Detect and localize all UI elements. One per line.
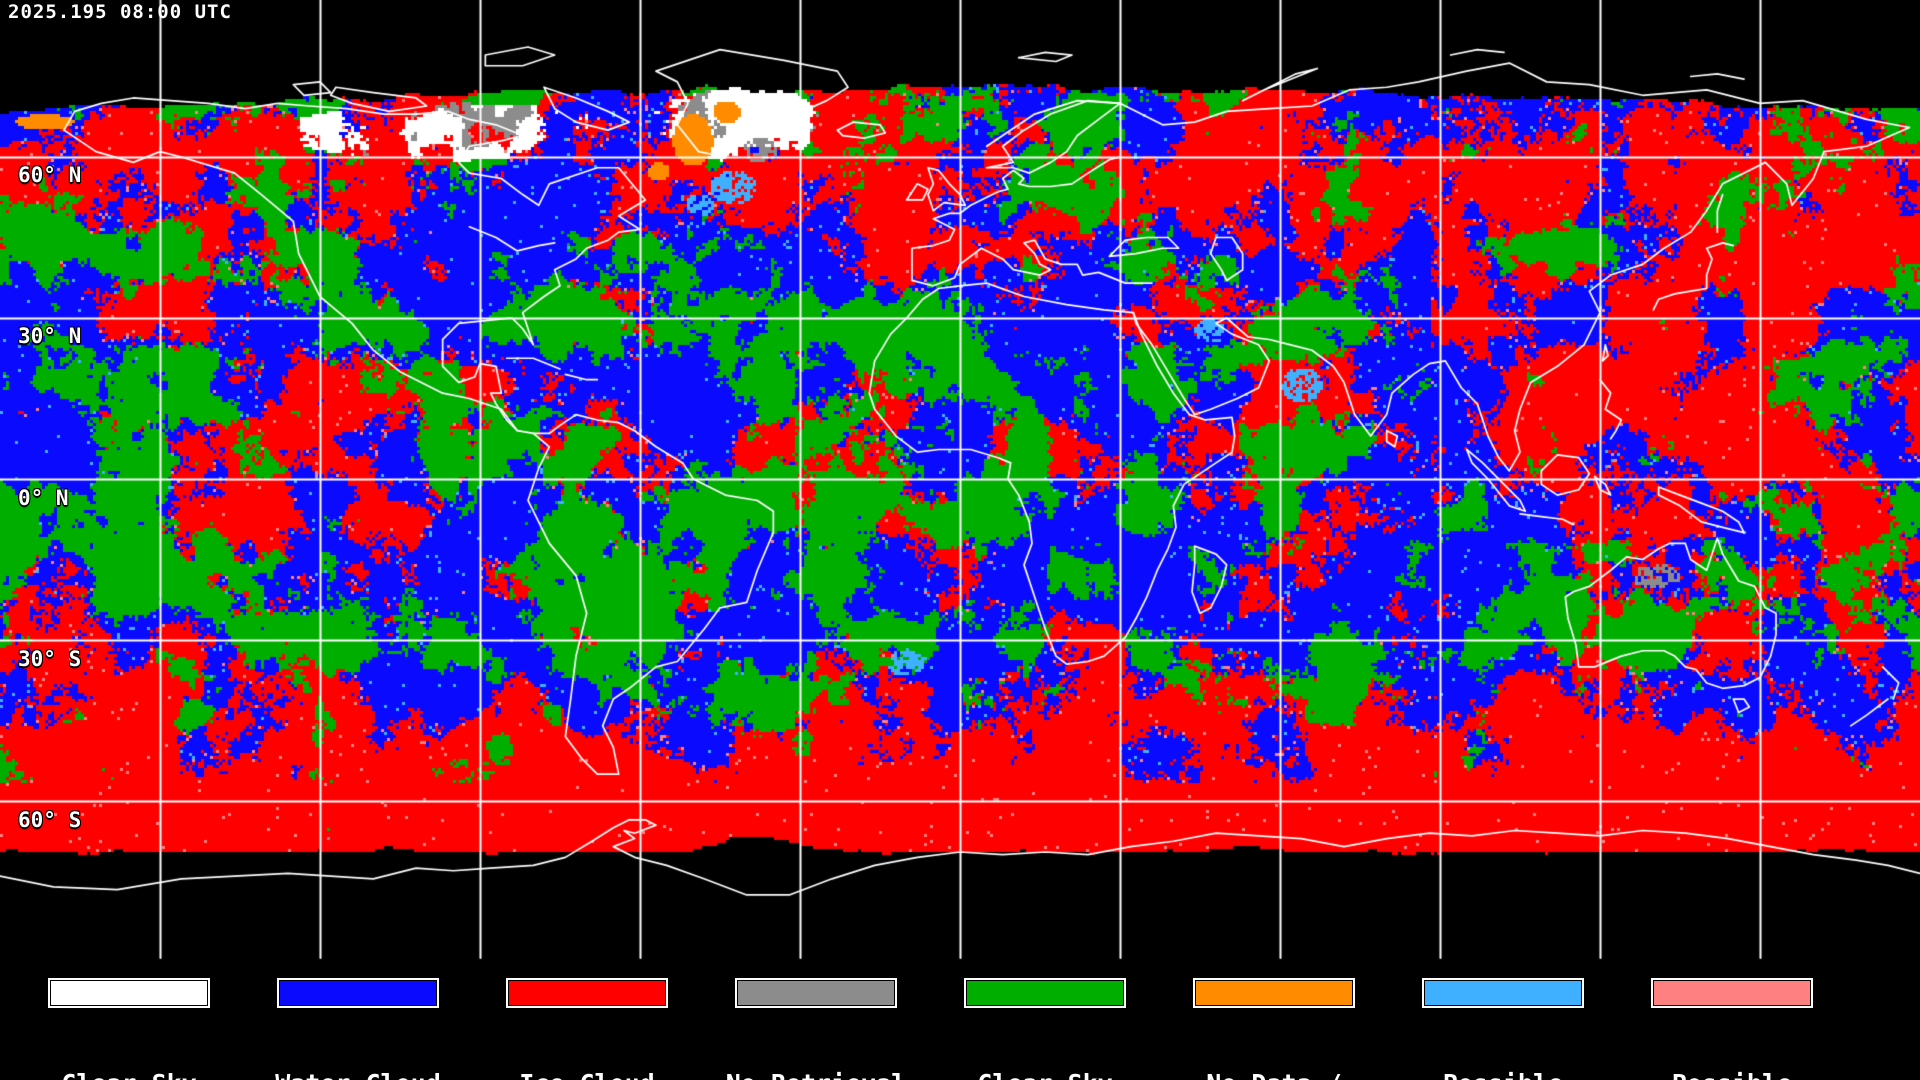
legend-label-no-retrieval: No Retrieval xyxy=(701,1014,931,1080)
legend-label-water-cloud: Water Cloud xyxy=(243,1014,473,1080)
cloud-phase-map xyxy=(0,0,1920,962)
legend-label-ice-cloud: Ice Cloud xyxy=(472,1014,702,1080)
legend-item-clear-sky-land-water: Clear-Sky Land/Water xyxy=(964,962,1126,1080)
legend-label-line1: Ice Cloud xyxy=(472,1070,702,1080)
legend-label-line1: Water Cloud xyxy=(243,1070,473,1080)
legend-label-possible-water-cloud: Possible Water Cloud xyxy=(1388,1014,1618,1080)
legend-label-line1: Possible xyxy=(1617,1070,1847,1080)
legend-label-line1: Possible xyxy=(1388,1070,1618,1080)
legend-item-ice-cloud: Ice Cloud xyxy=(506,962,668,1080)
lat-label-30n: 30° N xyxy=(18,324,82,348)
legend-label-line1: No Retrieval xyxy=(701,1070,931,1080)
legend-swatch-no-retrieval xyxy=(735,978,897,1008)
legend-label-line1: Clear-Sky xyxy=(14,1070,244,1080)
legend-swatch-no-data-bad-input xyxy=(1193,978,1355,1008)
lat-label-60s: 60° S xyxy=(18,808,82,832)
legend-item-clear-sky-snow-ice: Clear-Sky Snow/Ice xyxy=(48,962,210,1080)
legend-label-possible-ice-cloud: Possible Ice Cloud xyxy=(1617,1014,1847,1080)
legend-item-possible-ice-cloud: Possible Ice Cloud xyxy=(1651,962,1813,1080)
legend-swatch-water-cloud xyxy=(277,978,439,1008)
legend-label-no-data-bad-input: No Data / Bad Input xyxy=(1159,1014,1389,1080)
legend-label-clear-sky-snow-ice: Clear-Sky Snow/Ice xyxy=(14,1014,244,1080)
legend-item-possible-water-cloud: Possible Water Cloud xyxy=(1422,962,1584,1080)
legend-swatch-possible-ice-cloud xyxy=(1651,978,1813,1008)
legend-label-line1: Clear-Sky xyxy=(930,1070,1160,1080)
legend-item-no-retrieval: No Retrieval xyxy=(726,962,906,1080)
legend: Clear-Sky Snow/Ice Water Cloud Ice Cloud… xyxy=(0,962,1920,1080)
legend-swatch-clear-sky-snow-ice xyxy=(48,978,210,1008)
legend-item-no-data-bad-input: No Data / Bad Input xyxy=(1193,962,1355,1080)
legend-swatch-possible-water-cloud xyxy=(1422,978,1584,1008)
lat-label-0n: 0° N xyxy=(18,486,69,510)
legend-swatch-ice-cloud xyxy=(506,978,668,1008)
legend-swatch-clear-sky-land-water xyxy=(964,978,1126,1008)
lat-label-60n: 60° N xyxy=(18,163,82,187)
legend-item-water-cloud: Water Cloud xyxy=(275,962,441,1080)
legend-label-line1: No Data / xyxy=(1159,1070,1389,1080)
timestamp-label: 2025.195 08:00 UTC xyxy=(8,1,232,23)
legend-label-clear-sky-land-water: Clear-Sky Land/Water xyxy=(930,1014,1160,1080)
lat-label-30s: 30° S xyxy=(18,647,82,671)
